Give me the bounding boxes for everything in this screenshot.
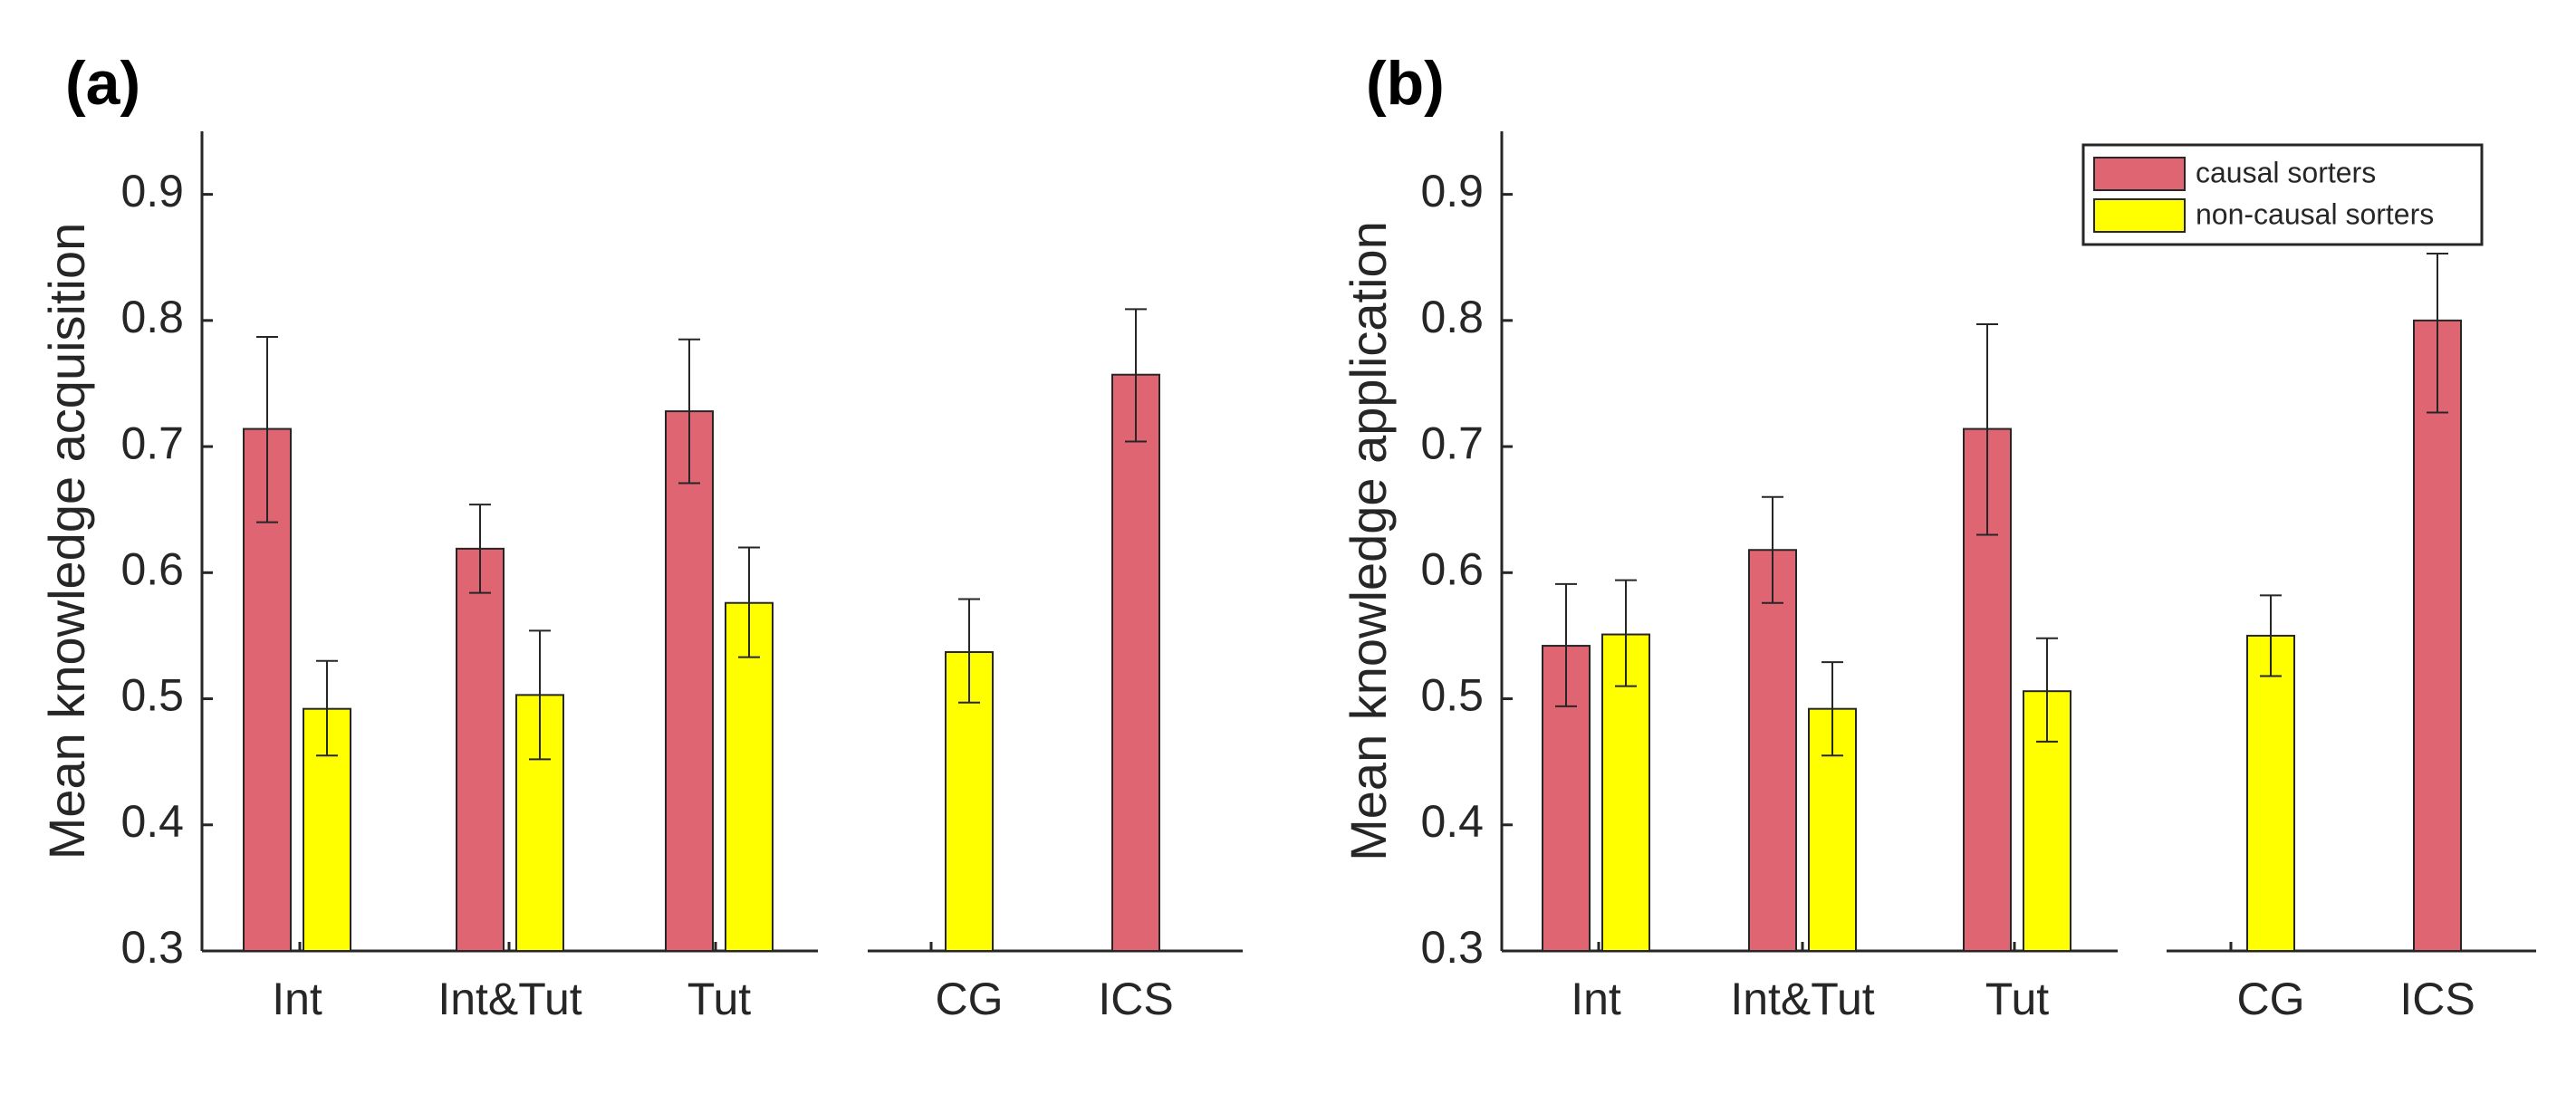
y-axis-title: Mean knowledge acquisition	[38, 223, 95, 860]
y-tick-label: 0.8	[1420, 292, 1484, 342]
chart-panel-b: (b) Mean knowledge application 0.3 0.4 0.5 0.…	[1340, 49, 2536, 1024]
bar-causal-ics	[1111, 373, 1160, 952]
legend: causal sorters non-causal sorters	[2081, 143, 2484, 246]
y-tick-label: 0.9	[120, 166, 184, 216]
y-tick-label: 0.6	[120, 544, 184, 595]
legend-swatch	[2093, 198, 2186, 233]
chart-panel-a: (a) Mean knowledge acquisition 0.3 0.4 0.5 0.…	[38, 49, 1243, 1024]
y-tick-label: 0.7	[1420, 418, 1484, 468]
y-axis-title: Mean knowledge application	[1340, 221, 1397, 861]
x-tick-label: ICS	[1098, 974, 1173, 1024]
x-tick-label: Int	[1571, 974, 1621, 1024]
x-tick-label: Int	[272, 974, 322, 1024]
x-tick-label: Tut	[1985, 974, 2049, 1024]
y-tick-label: 0.8	[120, 292, 184, 342]
legend-label: causal sorters	[2196, 156, 2376, 188]
y-tick-label: 0.4	[120, 796, 184, 847]
bar-causal-int-tut	[456, 547, 505, 952]
y-tick-label: 0.9	[1420, 166, 1484, 216]
bar-causal-ics	[2413, 319, 2462, 953]
y-tick-label: 0.3	[120, 922, 184, 973]
bar-non-causal-int	[1601, 633, 1650, 952]
bar-non-causal-cg	[2246, 634, 2295, 953]
legend-label: non-causal sorters	[2196, 197, 2434, 230]
bar-non-causal-tut	[725, 601, 774, 952]
y-tick-label: 0.5	[120, 670, 184, 721]
y-tick-label: 0.6	[1420, 544, 1484, 595]
bar-causal-tut	[665, 410, 714, 953]
y-tick-label: 0.3	[1420, 922, 1484, 973]
x-tick-label: CG	[2237, 974, 2305, 1024]
x-tick-label: ICS	[2399, 974, 2475, 1024]
x-tick-label: Int&Tut	[437, 974, 582, 1024]
panel-label: (a)	[65, 49, 140, 118]
y-tick-label: 0.5	[1420, 670, 1484, 721]
legend-swatch	[2093, 157, 2186, 191]
y-tick-label: 0.4	[1420, 796, 1484, 847]
panel-label: (b)	[1366, 49, 1445, 118]
bar-causal-int-tut	[1748, 549, 1797, 952]
x-tick-label: CG	[936, 974, 1004, 1024]
x-tick-label: Int&Tut	[1730, 974, 1874, 1024]
x-tick-label: Tut	[687, 974, 751, 1024]
y-tick-label: 0.7	[120, 418, 184, 468]
